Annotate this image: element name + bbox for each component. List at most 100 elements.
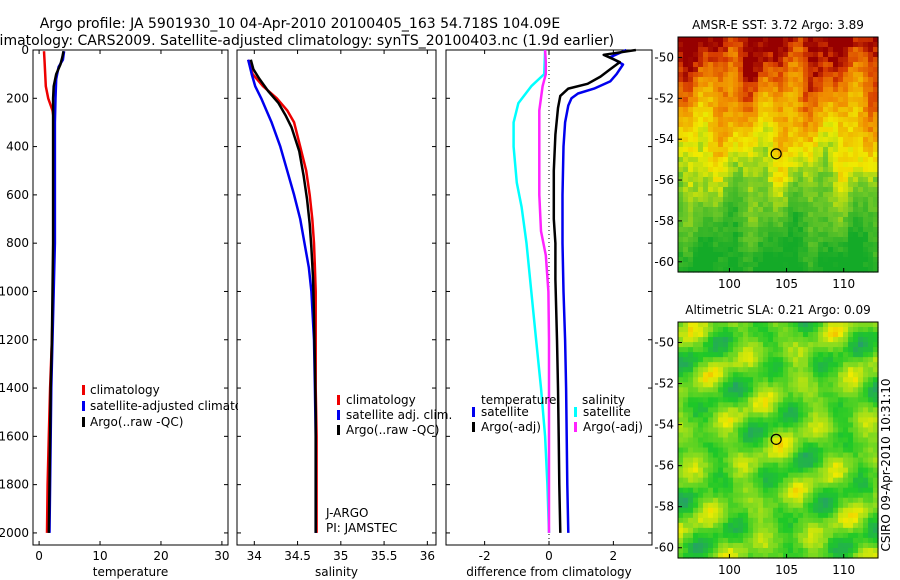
sst-map-cell bbox=[843, 192, 849, 198]
sla-map-cell bbox=[733, 322, 739, 328]
sla-map-cell bbox=[843, 492, 849, 499]
sst-map-cell bbox=[748, 77, 754, 83]
sst-map-cell bbox=[858, 192, 864, 198]
sst-map-cell bbox=[843, 232, 849, 238]
sla-map-cell bbox=[733, 507, 739, 514]
sst-map-cell bbox=[713, 47, 719, 53]
sst-map-cell bbox=[703, 92, 709, 98]
sla-map-cell bbox=[743, 437, 749, 444]
sla-map-cell bbox=[738, 437, 744, 444]
sla-map-cell bbox=[703, 492, 709, 499]
sla-map-cell bbox=[873, 412, 879, 418]
sst-map-cell bbox=[823, 172, 829, 178]
sla-map-cell bbox=[738, 522, 744, 529]
sst-map-cell bbox=[833, 247, 839, 253]
sla-map-cell bbox=[763, 382, 769, 388]
sst-map-cell bbox=[728, 267, 734, 273]
sla-map-cell bbox=[858, 337, 864, 343]
sst-map-cell bbox=[873, 192, 879, 198]
sst-map-cell bbox=[758, 122, 764, 128]
sst-map-cell bbox=[813, 112, 819, 118]
sla-map-cell bbox=[718, 487, 724, 494]
sst-map-cell bbox=[868, 202, 874, 208]
sst-map-cell bbox=[713, 242, 719, 248]
sla-map-cell bbox=[833, 327, 839, 333]
sla-map-cell bbox=[853, 527, 859, 534]
sst-map-cell bbox=[703, 227, 709, 233]
sla-map-cell bbox=[743, 327, 749, 333]
sst-map-cell bbox=[833, 197, 839, 203]
sst-map-cell bbox=[723, 222, 729, 228]
sla-map-cell bbox=[858, 552, 864, 559]
sla-map-cell bbox=[833, 512, 839, 519]
sst-map-cell bbox=[723, 247, 729, 253]
sla-map-cell bbox=[823, 362, 829, 368]
sla-map-cell bbox=[858, 447, 864, 454]
sst-map-cell bbox=[783, 132, 789, 138]
sla-map-cell bbox=[758, 467, 764, 474]
sst-map-cell bbox=[803, 47, 809, 53]
sla-map-cell bbox=[758, 492, 764, 499]
sla-map-cell bbox=[743, 527, 749, 534]
sla-map-cell bbox=[853, 542, 859, 549]
sla-map-cell bbox=[813, 407, 819, 413]
sst-map-cell bbox=[788, 257, 794, 263]
sst-map-cell bbox=[863, 187, 869, 193]
sst-map-cell bbox=[698, 202, 704, 208]
sla-map-cell bbox=[873, 492, 879, 499]
sla-map-cell bbox=[848, 347, 854, 353]
sst-map-cell bbox=[798, 47, 804, 53]
sla-map-cell bbox=[688, 447, 694, 454]
sst-map-cell bbox=[688, 227, 694, 233]
sst-map-cell bbox=[778, 242, 784, 248]
sla-map-cell bbox=[748, 352, 754, 358]
sst-map-cell bbox=[783, 237, 789, 243]
sst-map-cell bbox=[793, 227, 799, 233]
sst-map-cell bbox=[793, 117, 799, 123]
sst-map-cell bbox=[798, 242, 804, 248]
sst-map-cell bbox=[693, 242, 699, 248]
sst-map-cell bbox=[693, 112, 699, 118]
sst-map-cell bbox=[873, 97, 879, 103]
sla-map-cell bbox=[723, 352, 729, 358]
sla-map-cell bbox=[848, 332, 854, 338]
sst-map-cell bbox=[693, 192, 699, 198]
sla-map-cell bbox=[823, 387, 829, 393]
sla-map-cell bbox=[833, 347, 839, 353]
sst-map-cell bbox=[833, 257, 839, 263]
sst-map-cell bbox=[818, 167, 824, 173]
sla-map-cell bbox=[853, 432, 859, 439]
sst-map-cell bbox=[843, 222, 849, 228]
sst-map-cell bbox=[793, 47, 799, 53]
sla-map-cell bbox=[828, 332, 834, 338]
sla-map-cell bbox=[763, 327, 769, 333]
sla-map-cell bbox=[753, 517, 759, 524]
sla-map-ytick-label: -56 bbox=[654, 459, 674, 473]
sla-map-cell bbox=[718, 397, 724, 403]
sla-map-cell bbox=[813, 322, 819, 328]
sla-map-cell bbox=[798, 392, 804, 398]
sst-map-cell bbox=[693, 232, 699, 238]
sst-map-cell bbox=[778, 172, 784, 178]
sst-map-cell bbox=[703, 232, 709, 238]
sla-map-cell bbox=[828, 467, 834, 474]
sst-map-cell bbox=[858, 77, 864, 83]
sla-map-cell bbox=[793, 392, 799, 398]
sst-map-cell bbox=[808, 222, 814, 228]
salinity-panel-legend-label: Argo(..raw -QC) bbox=[346, 423, 439, 437]
sla-map-cell bbox=[718, 342, 724, 348]
sst-map-cell bbox=[708, 212, 714, 218]
sla-map-cell bbox=[748, 437, 754, 444]
sst-map-cell bbox=[693, 137, 699, 143]
sla-map-cell bbox=[693, 427, 699, 434]
sla-map-cell bbox=[768, 397, 774, 403]
sst-map-cell bbox=[843, 177, 849, 183]
sst-map-cell bbox=[678, 62, 684, 68]
sst-map-cell bbox=[823, 237, 829, 243]
sla-map-cell bbox=[853, 352, 859, 358]
sla-map-cell bbox=[843, 327, 849, 333]
sla-map-cell bbox=[703, 527, 709, 534]
sst-map-cell bbox=[823, 247, 829, 253]
sla-map-cell bbox=[763, 332, 769, 338]
sst-map-cell bbox=[748, 232, 754, 238]
